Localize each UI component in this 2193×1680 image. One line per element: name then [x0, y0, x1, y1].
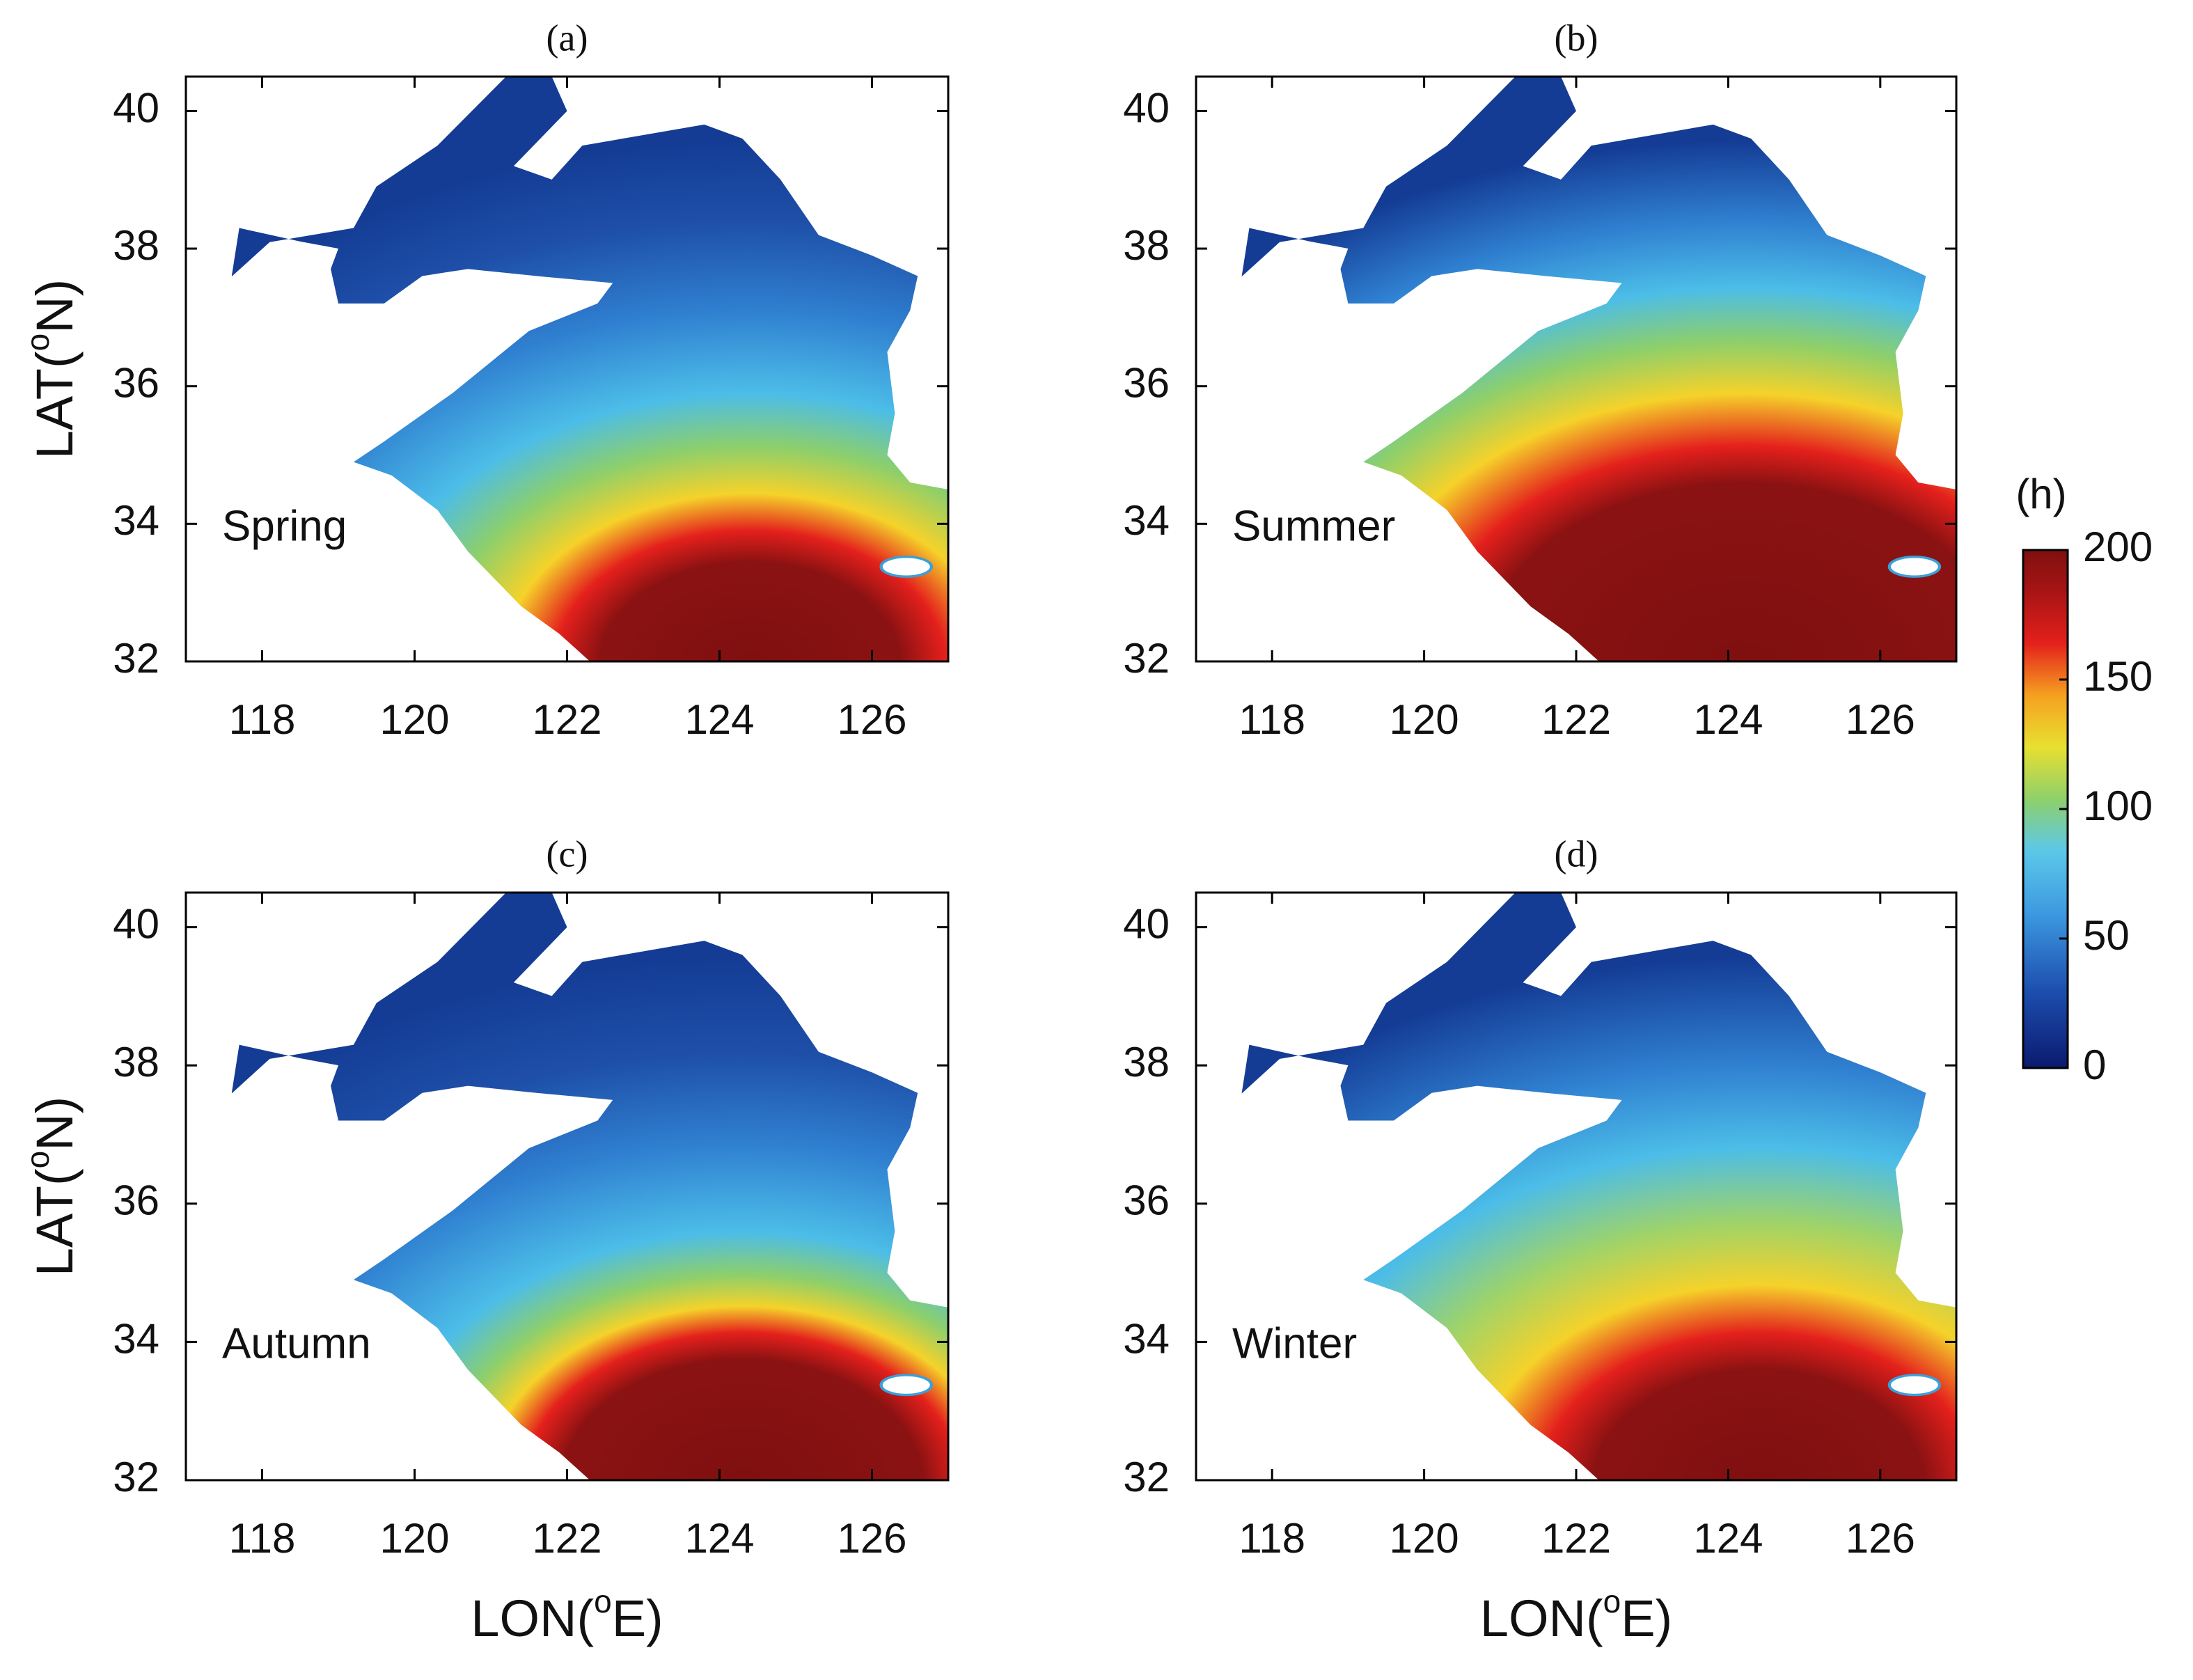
map-area	[231, 893, 948, 1480]
panel-title: (a)	[547, 17, 588, 58]
x-tick-label: 126	[1846, 1515, 1915, 1562]
y-tick-label: 36	[1123, 1177, 1170, 1224]
map-panel: (b) Summer 118 120 122 124 126 32 34 36 38 40	[1123, 17, 1958, 743]
x-tick-label: 124	[1693, 1515, 1763, 1562]
y-axis-label-part: N)	[26, 1097, 84, 1151]
x-tick-label: 120	[1390, 1515, 1459, 1562]
y-tick-label: 32	[1123, 635, 1170, 682]
panel-title: (b)	[1555, 17, 1598, 58]
x-axis-label-sup: o	[1603, 1583, 1621, 1619]
sea-field	[231, 893, 948, 1480]
y-axis-label-part: LAT(	[26, 1168, 84, 1276]
island	[1887, 555, 1942, 578]
y-tick-label: 40	[1123, 900, 1170, 947]
season-label: Spring	[222, 502, 347, 550]
y-tick-label: 36	[113, 360, 159, 407]
x-tick-label: 122	[1541, 1515, 1611, 1562]
y-tick-label: 36	[113, 1177, 159, 1224]
sea-field	[231, 77, 948, 661]
y-tick-label: 32	[1123, 1454, 1170, 1500]
colorbar: (h) 0 50 100 150 200	[2015, 471, 2153, 1088]
x-tick-label: 120	[379, 1515, 449, 1562]
x-tick-label: 122	[532, 696, 602, 743]
season-label: Winter	[1232, 1319, 1357, 1367]
y-tick-label: 34	[1123, 497, 1170, 544]
panel-title: (c)	[547, 833, 588, 874]
y-axis-label-sup: o	[19, 333, 56, 352]
x-axis-label: LON(oE)	[471, 1583, 663, 1647]
sea-field	[1241, 77, 1956, 661]
x-tick-label: 118	[1239, 696, 1305, 743]
x-tick-label: 124	[684, 696, 754, 743]
y-axis-label-part: LAT(	[26, 351, 84, 459]
x-tick-label: 126	[837, 696, 906, 743]
x-tick-label: 122	[1541, 696, 1611, 743]
x-axis-label-part: LON(	[1480, 1589, 1603, 1647]
x-tick-label: 120	[1390, 696, 1459, 743]
x-tick-label: 126	[837, 1515, 906, 1562]
colorbar-tick-label: 0	[2083, 1042, 2106, 1088]
y-tick-label: 40	[113, 84, 159, 131]
map-panel: (a) Spring 118 120 122 124 126 32 34 36 38 40 LAT(oN…	[19, 17, 950, 743]
map-area	[1241, 893, 1956, 1480]
y-tick-label: 34	[113, 497, 159, 544]
x-axis-label-part: E)	[612, 1589, 663, 1647]
colorbar-tick-label: 150	[2083, 653, 2153, 700]
y-tick-label: 40	[113, 900, 159, 947]
y-tick-label: 34	[1123, 1315, 1170, 1362]
y-tick-label: 40	[1123, 84, 1170, 131]
sea-field	[1241, 893, 1956, 1480]
y-tick-label: 38	[113, 222, 159, 269]
x-axis-label-sup: o	[594, 1583, 612, 1619]
map-panel: (d) Winter 118 120 122 124 126 32 34 36 38 40 LON(oE…	[1123, 833, 1958, 1647]
y-axis-label: LAT(oN)	[19, 279, 83, 460]
y-axis-label: LAT(oN)	[19, 1097, 83, 1277]
map-area	[1241, 77, 1956, 661]
colorbar-label: (h)	[2015, 471, 2066, 517]
y-tick-label: 38	[1123, 1039, 1170, 1085]
map-area	[231, 77, 948, 661]
season-label: Summer	[1232, 502, 1395, 550]
colorbar-tick-label: 200	[2083, 524, 2153, 570]
x-axis-label-part: E)	[1621, 1589, 1672, 1647]
x-axis-label-part: LON(	[471, 1589, 594, 1647]
x-tick-label: 122	[532, 1515, 602, 1562]
colorbar-tick-label: 100	[2083, 783, 2153, 829]
x-tick-label: 124	[1693, 696, 1763, 743]
panel-title: (d)	[1555, 833, 1598, 874]
island	[1887, 1374, 1942, 1397]
x-axis-label: LON(oE)	[1480, 1583, 1672, 1647]
island	[879, 555, 934, 578]
x-tick-label: 120	[379, 696, 449, 743]
x-tick-label: 118	[229, 1515, 296, 1562]
y-tick-label: 34	[113, 1315, 159, 1362]
y-tick-label: 38	[1123, 222, 1170, 269]
island	[879, 1374, 934, 1397]
colorbar-tick-label: 50	[2083, 912, 2130, 959]
y-axis-label-sup: o	[19, 1151, 56, 1169]
x-tick-label: 126	[1846, 696, 1915, 743]
x-tick-label: 118	[1239, 1515, 1305, 1562]
season-label: Autumn	[222, 1319, 371, 1367]
y-tick-label: 36	[1123, 360, 1170, 407]
y-tick-label: 32	[113, 1454, 159, 1500]
x-tick-label: 118	[229, 696, 296, 743]
y-tick-label: 38	[113, 1039, 159, 1085]
y-tick-label: 32	[113, 635, 159, 682]
y-axis-label-part: N)	[26, 279, 84, 333]
x-tick-label: 124	[684, 1515, 754, 1562]
